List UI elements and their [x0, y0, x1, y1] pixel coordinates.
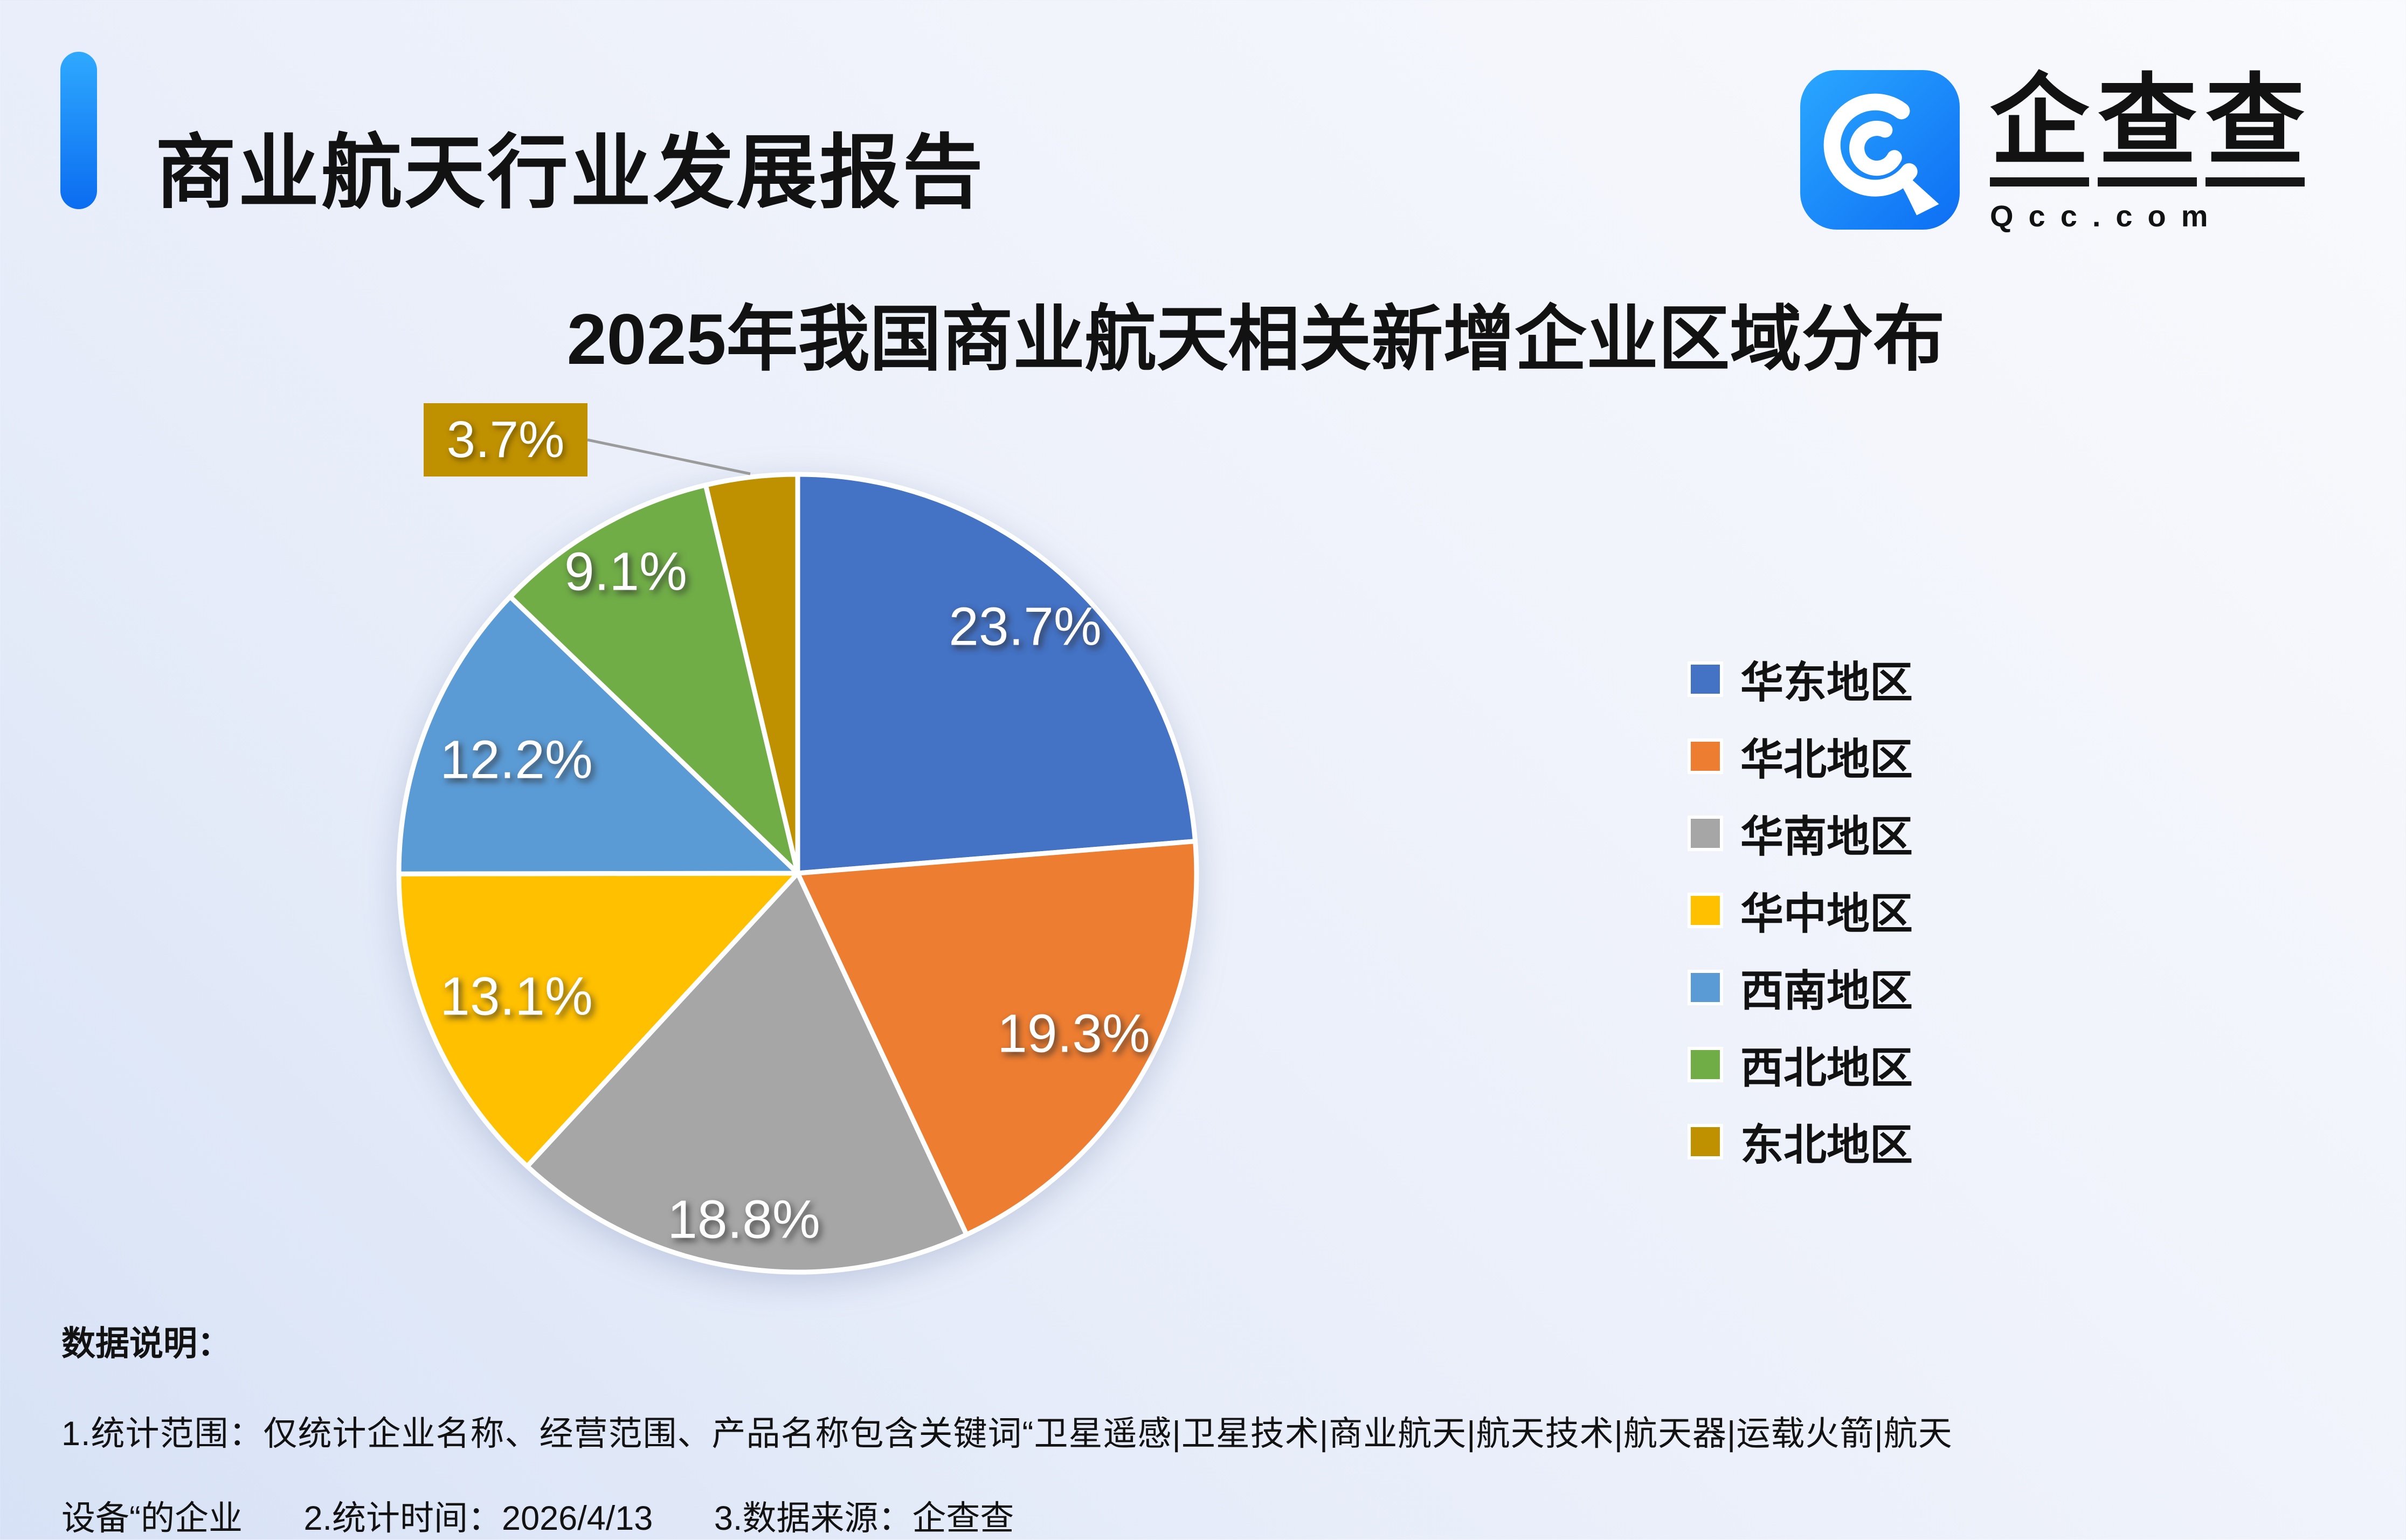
legend-label: 东北地区 — [1740, 1121, 1913, 1169]
pie-label-华南地区: 18.8% — [667, 1189, 820, 1250]
legend-swatch — [1691, 972, 1720, 1002]
qcc-logo: 企 查 查 Qcc.com — [1800, 68, 2305, 233]
pie-slice-华中地区 — [396, 871, 800, 1169]
legend-swatch — [1691, 664, 1720, 694]
legend-label: 华北地区 — [1740, 735, 1913, 784]
legend-swatch — [1691, 1127, 1720, 1156]
notes-segment: 2.统计时间：2026/4/13 — [303, 1500, 653, 1537]
legend-label: 华东地区 — [1740, 658, 1913, 707]
legend-label: 华南地区 — [1740, 812, 1913, 861]
legend-item-华北地区: 华北地区 — [1691, 717, 1913, 795]
pie-slice-西南地区 — [396, 594, 800, 876]
pie-slice-华北地区 — [795, 839, 1199, 1237]
legend-swatch — [1691, 1049, 1720, 1079]
callout-leader-line — [587, 438, 751, 475]
legend-item-东北地区: 东北地区 — [1691, 1103, 1913, 1180]
brand-char: 企 — [1990, 68, 2090, 187]
data-notes: 数据说明： 1.统计范围：仅统计企业名称、经营范围、产品名称包含关键词“卫星遥感… — [61, 1316, 2352, 1540]
pie-callout-label: 3.7% — [424, 403, 587, 476]
notes-line-2: 设备“的企业 2.统计时间：2026/4/13 3.数据来源：企查查 — [61, 1491, 2352, 1540]
brand-char: 查 — [2098, 68, 2197, 187]
legend-label: 西南地区 — [1740, 966, 1913, 1015]
legend-item-西北地区: 西北地区 — [1691, 1026, 1913, 1103]
pie-label-西南地区: 12.2% — [440, 729, 593, 790]
notes-heading: 数据说明： — [61, 1325, 231, 1363]
pie-slice-华东地区 — [795, 472, 1198, 876]
pie-label-华东地区: 23.7% — [949, 596, 1102, 657]
notes-segment: 设备“的企业 — [61, 1500, 243, 1537]
legend-swatch — [1691, 741, 1720, 771]
chart-legend: 华东地区华北地区华南地区华中地区西南地区西北地区东北地区 — [1691, 640, 1913, 1180]
legend-item-华中地区: 华中地区 — [1691, 872, 1913, 949]
legend-swatch — [1691, 818, 1720, 848]
brand-char: 查 — [2206, 68, 2305, 187]
page-title: 商业航天行业发展报告 — [155, 127, 986, 218]
pie-label-华中地区: 13.1% — [440, 966, 593, 1027]
pie-label-西北地区: 9.1% — [564, 541, 687, 602]
notes-segment: 3.数据来源：企查查 — [714, 1500, 1014, 1537]
qcc-domain: Qcc.com — [1990, 199, 2223, 233]
notes-line-1: 1.统计范围：仅统计企业名称、经营范围、产品名称包含关键词“卫星遥感|卫星技术|… — [61, 1415, 1953, 1453]
chart-title: 2025年我国商业航天相关新增企业区域分布 — [566, 300, 1945, 379]
qcc-magnifier-icon — [1800, 70, 1960, 230]
qcc-brand-name: 企 查 查 — [1990, 68, 2305, 187]
legend-swatch — [1691, 895, 1720, 925]
pie-label-华北地区: 19.3% — [997, 1003, 1150, 1064]
legend-label: 西北地区 — [1740, 1044, 1913, 1092]
pie-slice-西北地区 — [508, 482, 800, 876]
legend-item-华南地区: 华南地区 — [1691, 795, 1913, 872]
legend-item-华东地区: 华东地区 — [1691, 640, 1913, 717]
legend-item-西南地区: 西南地区 — [1691, 949, 1913, 1026]
title-accent-bar — [60, 52, 97, 209]
pie-slice-东北地区 — [703, 472, 800, 876]
pie-slice-华南地区 — [524, 871, 969, 1275]
qcc-logo-text: 企 查 查 Qcc.com — [1990, 68, 2305, 233]
legend-label: 华中地区 — [1740, 889, 1913, 938]
